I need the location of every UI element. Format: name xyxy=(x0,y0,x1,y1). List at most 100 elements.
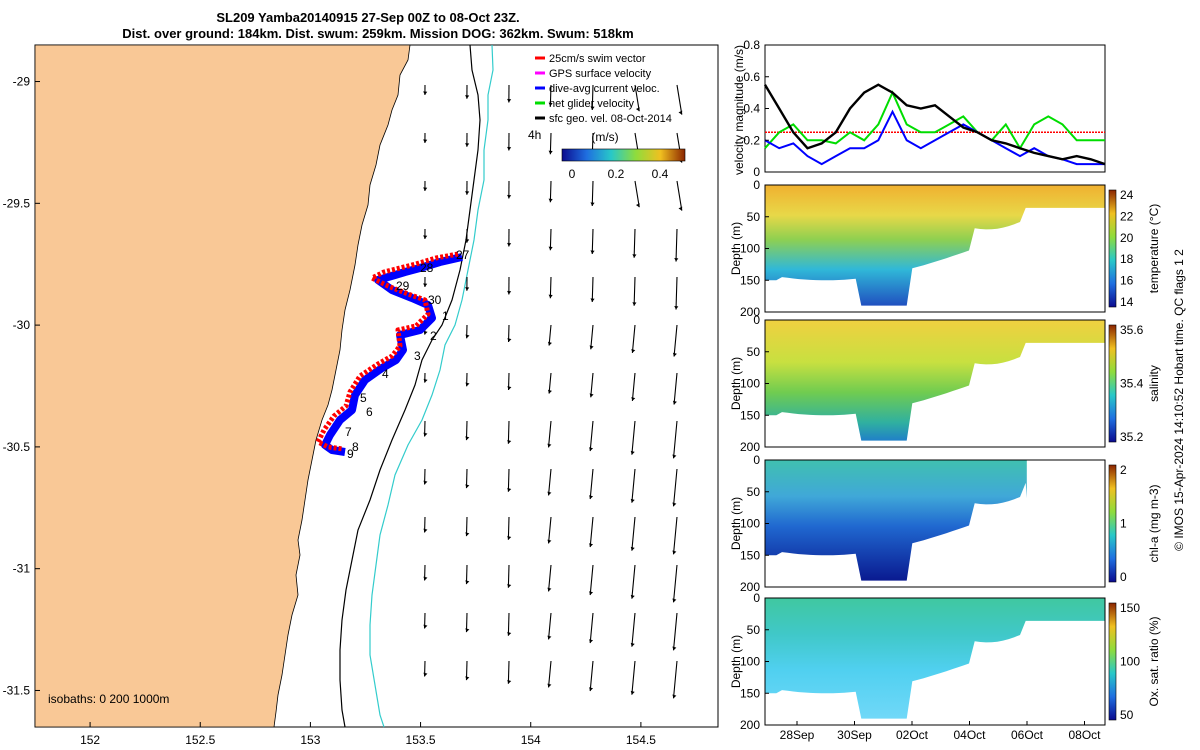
current-vector-head xyxy=(589,345,594,350)
current-vector xyxy=(549,132,552,155)
temperature-ytick-label: 100 xyxy=(740,242,760,256)
temperature-ytick-label: 200 xyxy=(740,305,760,319)
current-vector xyxy=(631,372,636,401)
oxygen-colorbar-tick-label: 100 xyxy=(1120,655,1140,669)
date-xtick-label: 28Sep xyxy=(780,728,815,742)
current-vector xyxy=(547,564,552,592)
day-label: 1 xyxy=(442,309,449,323)
map-ytick-label: -30 xyxy=(13,318,31,332)
current-vector xyxy=(672,660,678,699)
map-xtick-label: 153 xyxy=(300,733,320,747)
current-vector xyxy=(507,660,510,684)
salinity-ytick-label: 150 xyxy=(740,408,760,422)
speed-colorbar xyxy=(561,148,686,162)
velocity-frame xyxy=(764,44,1106,173)
temperature-ytick-label: 0 xyxy=(753,178,760,192)
oxygen-ytick-label: 200 xyxy=(740,718,760,732)
current-vector-head xyxy=(589,495,594,500)
day-label: 4 xyxy=(382,367,389,381)
current-vector xyxy=(676,84,683,115)
current-vector-head xyxy=(423,378,428,383)
temperature-colorbar-label: temperature (°C) xyxy=(1147,204,1161,294)
day-label: 5 xyxy=(360,391,367,405)
temperature-panel: 0 50 100 150 200 Depth (m) 14 16 18 20 22 24 tempera… xyxy=(729,178,1161,319)
chlorophyll-panel: 0 50 100 150 200 Depth (m) 0 1 2 chl-a (mg m-3) xyxy=(729,453,1161,594)
map-ytick-label: -31 xyxy=(13,562,31,576)
current-vector-head xyxy=(423,672,428,677)
day-label: 3 xyxy=(414,349,421,363)
velocity-ytick-label: 0.4 xyxy=(743,102,760,116)
chlorophyll-ytick-label: 150 xyxy=(740,548,760,562)
map-ytick-label: -29.5 xyxy=(3,196,31,210)
isobath-1000 xyxy=(369,44,494,728)
oxygen-panel: 0 50 100 150 200 Depth (m) 50 100 150 Ox. sat. ra… xyxy=(729,591,1161,742)
temperature-field xyxy=(765,185,1105,306)
oxygen-field xyxy=(765,598,1105,719)
current-vector-head xyxy=(674,257,679,262)
current-vector-head xyxy=(465,239,470,243)
current-vector-head xyxy=(548,198,553,203)
current-vector xyxy=(589,468,594,500)
current-vector-head xyxy=(635,107,640,112)
map-ytick-label: -31.5 xyxy=(3,683,31,697)
oxygen-colorbar-tick-label: 50 xyxy=(1120,708,1134,722)
current-vector xyxy=(547,660,552,688)
current-vector xyxy=(547,516,552,544)
legend-label: net glider velocity xyxy=(549,98,634,110)
current-vector-head xyxy=(548,246,553,251)
current-vector xyxy=(590,372,594,398)
current-vector-head xyxy=(465,287,470,291)
current-vector-head xyxy=(672,550,677,555)
current-vector-head xyxy=(465,436,470,441)
current-vector-head xyxy=(507,194,512,199)
current-vector-head xyxy=(507,338,512,342)
current-vector-head xyxy=(589,393,594,398)
current-vector-head xyxy=(589,687,594,692)
current-vector-head xyxy=(465,382,470,387)
current-vector-head xyxy=(630,546,635,551)
current-vector xyxy=(631,516,636,551)
current-vector-head xyxy=(589,591,594,596)
current-vector xyxy=(631,468,636,503)
temperature-ytick-label: 50 xyxy=(747,210,761,224)
current-vector-head xyxy=(507,487,512,492)
current-vector xyxy=(549,180,552,203)
current-vector xyxy=(676,180,683,211)
day-label: 6 xyxy=(366,405,373,419)
temperature-colorbar-tick-label: 24 xyxy=(1120,188,1134,202)
temperature-colorbar-tick-label: 22 xyxy=(1120,209,1134,223)
salinity-panel: 0 50 100 150 200 Depth (m) 35.2 35.4 35.6 salinit… xyxy=(729,313,1161,454)
footer-credit: © IMOS 15-Apr-2024 14:10:52 Hobart time.… xyxy=(1172,249,1186,551)
current-vector-head xyxy=(590,202,595,207)
chlorophyll-colorbar-tick-label: 2 xyxy=(1120,463,1127,477)
current-vector-head xyxy=(507,583,512,588)
temperature-colorbar-tick-label: 16 xyxy=(1120,274,1134,288)
legend-label: 25cm/s swim vector xyxy=(549,53,646,65)
current-vector xyxy=(590,324,594,350)
current-vector xyxy=(591,180,594,207)
current-vector-head xyxy=(548,102,553,107)
isobath-200 xyxy=(339,44,481,728)
current-vector-head xyxy=(672,502,677,507)
current-vector-head xyxy=(630,642,635,647)
velocity-ytick-label: 0.6 xyxy=(743,70,760,84)
current-vector-head xyxy=(589,447,594,452)
current-vector xyxy=(672,564,678,603)
map-ytick-label: -30.5 xyxy=(3,440,31,454)
current-vector xyxy=(507,564,510,588)
legend-label: GPS surface velocity xyxy=(549,68,652,80)
chlorophyll-colorbar-tick-label: 1 xyxy=(1120,517,1127,531)
current-vector-head xyxy=(672,598,677,603)
current-vector xyxy=(591,84,594,111)
map-xtick-label: 153.5 xyxy=(406,733,436,747)
current-vector xyxy=(631,324,636,353)
current-vector xyxy=(549,84,552,107)
current-vector-head xyxy=(423,576,428,581)
speed-colorbar-ticks: 0 0.2 0.4 xyxy=(569,167,669,181)
day-label: 9 xyxy=(347,447,354,461)
current-vector-head xyxy=(590,250,595,255)
current-vector xyxy=(672,612,678,651)
current-vector-head xyxy=(672,454,677,459)
current-vector-head xyxy=(548,150,553,155)
